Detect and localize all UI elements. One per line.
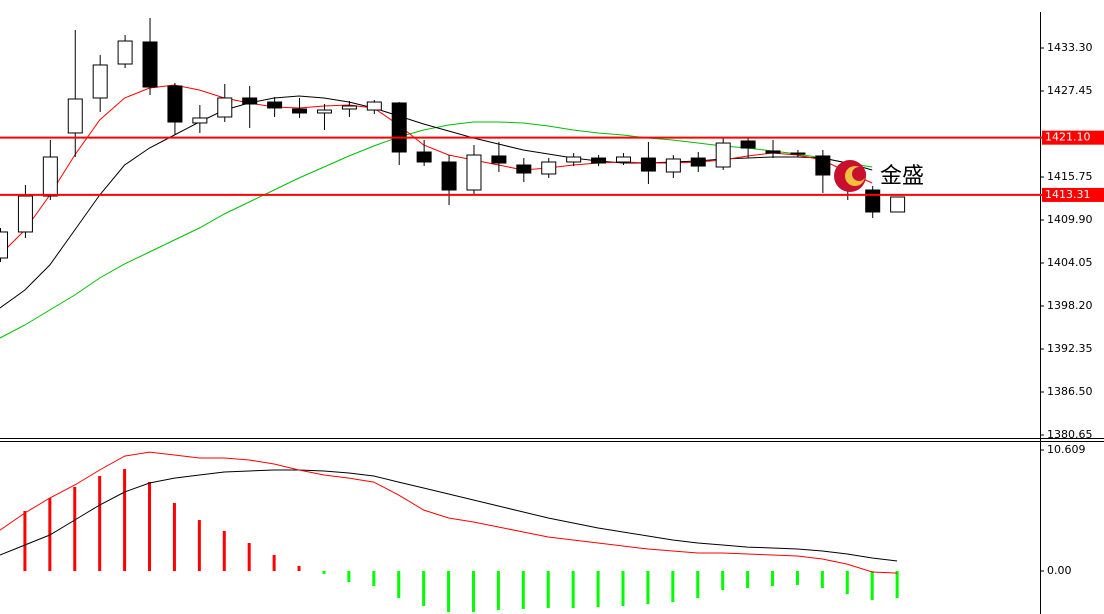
histogram-bar: [671, 571, 675, 603]
logo-text: 金盛: [880, 164, 924, 189]
candle-body: [690, 157, 706, 167]
candle-body: [92, 64, 108, 99]
candle-body: [890, 196, 906, 213]
candle-body: [815, 155, 831, 176]
histogram-bar: [197, 520, 201, 572]
histogram-bar: [148, 482, 152, 572]
candle-body: [865, 189, 881, 213]
candle-body: [516, 164, 532, 174]
candle-body: [292, 108, 308, 114]
candle-body: [17, 195, 33, 233]
histogram-bar: [471, 571, 475, 612]
level-label-box: [1042, 187, 1104, 202]
indicator-line: [0, 451, 898, 574]
histogram-bar: [820, 571, 824, 588]
y-tick-label: 1380.65: [1047, 428, 1093, 441]
histogram-bar: [546, 571, 550, 608]
histogram-bar: [98, 476, 102, 572]
candle-body: [566, 156, 582, 163]
histogram-bar: [447, 571, 451, 612]
histogram-bar: [73, 486, 77, 572]
level-label-box: [1042, 130, 1104, 145]
y-tick-label: 1404.05: [1047, 256, 1093, 269]
histogram-bar: [845, 571, 849, 595]
candle-body: [167, 85, 183, 123]
candle-body: [790, 152, 806, 155]
histogram-bar: [646, 571, 650, 604]
histogram-bar: [895, 571, 899, 599]
candle-body: [42, 156, 58, 197]
histogram-bar: [372, 571, 376, 587]
candle-body: [591, 157, 607, 164]
candle-body: [391, 102, 407, 153]
histogram-bar: [347, 571, 351, 582]
histogram-bar: [172, 503, 176, 572]
candle-body: [765, 150, 781, 154]
candle-body: [192, 117, 208, 124]
histogram-bar: [397, 571, 401, 599]
candle-body: [341, 105, 357, 110]
y-tick-label: 1386.50: [1047, 385, 1093, 398]
candle-body: [0, 231, 8, 259]
histogram-bar: [621, 571, 625, 607]
histogram-bar: [123, 469, 127, 572]
level-label: 1421.10: [1045, 131, 1091, 144]
histogram-bar: [322, 571, 326, 574]
candle-body: [466, 154, 482, 191]
candle-body: [117, 40, 133, 65]
level-label: 1413.31: [1045, 188, 1091, 201]
candle-body: [441, 161, 457, 191]
candle-body: [541, 161, 557, 175]
indicator-line: [0, 469, 898, 562]
histogram-bar: [721, 571, 725, 591]
y-tick-label: 1415.75: [1047, 170, 1093, 183]
logo-mark: [852, 167, 866, 181]
histogram-bar: [247, 542, 251, 572]
y-tick-label: 0.00: [1047, 564, 1072, 577]
candle-body: [665, 158, 681, 173]
histogram-bar: [596, 571, 600, 608]
histogram-bar: [571, 571, 575, 608]
histogram-bar: [272, 555, 276, 572]
histogram-bar: [297, 565, 301, 572]
y-tick-label: 1433.30: [1047, 41, 1093, 54]
candle-body: [366, 101, 382, 111]
candle-body: [67, 98, 83, 134]
candle-body: [740, 140, 756, 149]
candle-body: [616, 156, 631, 163]
histogram-bar: [795, 571, 799, 586]
candle-body: [217, 97, 233, 118]
candle-body: [142, 41, 158, 88]
histogram-bar: [422, 571, 426, 607]
histogram-bar: [496, 571, 500, 611]
candle-body: [316, 109, 332, 114]
histogram-bar: [222, 530, 226, 572]
candle-body: [267, 101, 283, 109]
histogram-bar: [746, 571, 750, 588]
y-tick-label: 1409.90: [1047, 213, 1093, 226]
histogram-bar: [771, 571, 775, 587]
histogram-bar: [696, 571, 700, 599]
logo: [834, 160, 866, 192]
candle-body: [242, 97, 258, 105]
candle-body: [491, 155, 507, 164]
candle-body: [640, 157, 656, 172]
y-tick-label: 1392.35: [1047, 342, 1093, 355]
y-tick-label: 1398.20: [1047, 299, 1093, 312]
histogram-bar: [23, 511, 27, 572]
histogram-bar: [521, 571, 525, 609]
y-tick-label: 10.609: [1047, 443, 1086, 456]
candle-body: [715, 142, 731, 168]
y-tick-label: 1427.45: [1047, 84, 1093, 97]
candle-body: [416, 151, 432, 163]
histogram-bar: [870, 571, 874, 600]
